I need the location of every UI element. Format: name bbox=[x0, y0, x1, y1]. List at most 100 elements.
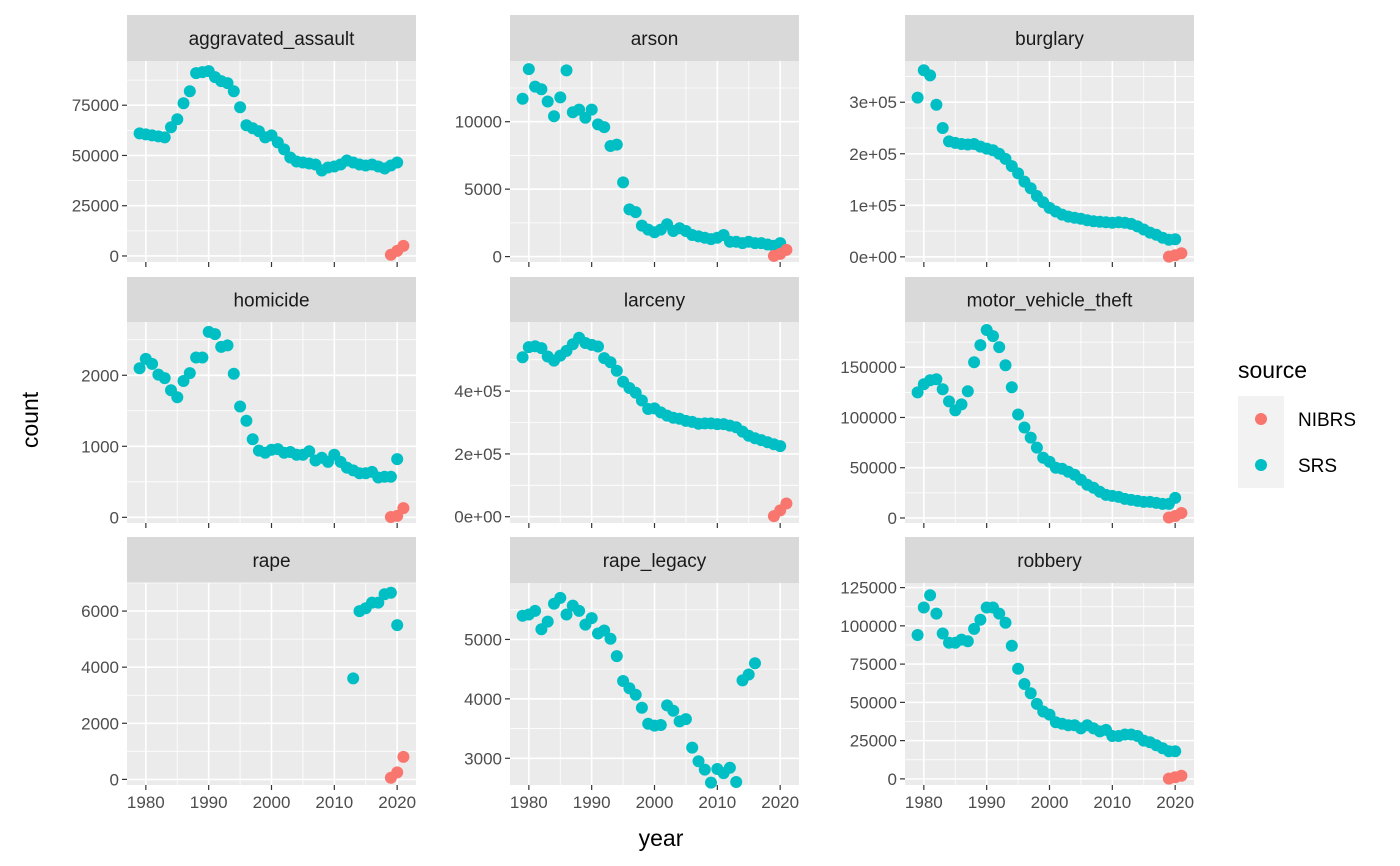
facet-strip bbox=[510, 277, 799, 322]
point-srs bbox=[541, 95, 554, 108]
point-srs bbox=[742, 668, 755, 681]
facet-strip-label: robbery bbox=[1017, 551, 1082, 572]
point-srs bbox=[629, 688, 642, 701]
x-tick-label: 2020 bbox=[378, 793, 416, 812]
point-srs bbox=[987, 330, 999, 343]
point-srs bbox=[936, 627, 949, 640]
legend-key-nibrs-marker bbox=[1255, 413, 1267, 425]
point-srs bbox=[133, 362, 146, 375]
point-nibrs bbox=[397, 239, 410, 252]
point-srs bbox=[516, 92, 529, 105]
point-nibrs bbox=[397, 502, 410, 515]
y-tick-label: 50000 bbox=[72, 146, 119, 165]
y-tick-label: 4000 bbox=[464, 690, 502, 709]
x-tick-label: 1980 bbox=[127, 793, 165, 812]
point-srs bbox=[554, 591, 567, 604]
x-tick-label: 2000 bbox=[253, 793, 291, 812]
y-tick-label: 4000 bbox=[81, 658, 119, 677]
legend-label-nibrs: NIBRS bbox=[1298, 410, 1356, 431]
y-tick-label: 75000 bbox=[850, 655, 897, 674]
facet-strip-label: rape_legacy bbox=[603, 551, 707, 572]
point-srs bbox=[1005, 381, 1018, 394]
point-srs bbox=[924, 589, 937, 602]
point-srs bbox=[698, 763, 711, 776]
point-srs bbox=[930, 373, 943, 386]
facet-panel-motor-vehicle-theft: motor_vehicle_theft 0 50000 100000 150000 bbox=[840, 277, 1194, 528]
point-srs bbox=[221, 77, 234, 90]
legend-title: source bbox=[1238, 357, 1307, 383]
y-tick-label: 1000 bbox=[81, 437, 119, 456]
y-tick-label: 4e+05 bbox=[454, 382, 502, 401]
x-tick-label: 2000 bbox=[1031, 793, 1069, 812]
y-tick-label: 25000 bbox=[850, 732, 897, 751]
x-tick-label: 1980 bbox=[905, 793, 943, 812]
y-tick-label: 75000 bbox=[72, 96, 119, 115]
y-tick-label: 1e+05 bbox=[849, 196, 897, 215]
facet-panel-burglary: burglary 0e+00 1e+05 2e+05 3e+05 bbox=[849, 15, 1194, 267]
facet-strip bbox=[905, 537, 1194, 583]
point-srs bbox=[158, 131, 171, 144]
point-srs bbox=[1024, 431, 1037, 444]
point-srs bbox=[246, 433, 259, 446]
facet-strip bbox=[127, 277, 416, 322]
x-tick-label: 2010 bbox=[315, 793, 353, 812]
point-srs bbox=[604, 356, 617, 369]
facet-strip bbox=[905, 277, 1194, 322]
point-srs bbox=[974, 613, 987, 626]
point-srs bbox=[196, 351, 209, 364]
y-tick-label: 0 bbox=[888, 509, 897, 528]
y-tick-label: 100000 bbox=[840, 408, 897, 427]
point-srs bbox=[911, 629, 924, 641]
point-srs bbox=[240, 414, 253, 427]
point-srs bbox=[384, 586, 397, 599]
point-srs bbox=[391, 619, 404, 632]
legend: source NIBRS SRS bbox=[1238, 357, 1356, 488]
x-tick-label: 1990 bbox=[190, 793, 228, 812]
facet-panel-homicide: homicide 0 1000 2000 bbox=[81, 277, 416, 528]
point-srs bbox=[1018, 678, 1031, 690]
point-srs bbox=[610, 650, 623, 663]
point-srs bbox=[617, 176, 630, 189]
facet-strip-label: aggravated_assault bbox=[189, 29, 356, 50]
facet-panel-rape-legacy: rape_legacy 1980 1990 2000 2010 2020 3000 4000 5… bbox=[464, 537, 799, 812]
y-tick-label: 0e+00 bbox=[849, 248, 897, 267]
y-tick-label: 25000 bbox=[72, 197, 119, 216]
x-tick-label: 2020 bbox=[1156, 793, 1194, 812]
point-nibrs bbox=[1175, 247, 1188, 260]
y-tick-label: 2000 bbox=[81, 714, 119, 733]
y-tick-label: 0e+00 bbox=[454, 508, 502, 527]
facet-strip bbox=[127, 15, 416, 61]
point-srs bbox=[930, 98, 943, 111]
facet-strip-label: burglary bbox=[1015, 29, 1084, 50]
point-srs bbox=[930, 607, 943, 620]
y-tick-label: 100000 bbox=[840, 617, 897, 636]
point-srs bbox=[183, 85, 196, 98]
point-srs bbox=[585, 103, 598, 116]
point-srs bbox=[1024, 687, 1037, 700]
point-srs bbox=[227, 85, 240, 98]
point-srs bbox=[303, 445, 316, 458]
point-srs bbox=[516, 351, 529, 364]
point-srs bbox=[955, 398, 968, 411]
legend-key-srs-marker bbox=[1255, 459, 1267, 471]
facet-panel-rape: rape 1980 1990 2000 2010 2020 0 2000 4000 6000 bbox=[81, 537, 416, 812]
facet-panel-aggravated-assault: aggravated_assault 0 25000 50000 75000 bbox=[72, 15, 416, 267]
point-srs bbox=[183, 367, 196, 380]
point-srs bbox=[917, 601, 930, 614]
point-srs bbox=[227, 367, 240, 380]
point-srs bbox=[667, 704, 680, 717]
point-srs bbox=[1030, 441, 1043, 454]
point-nibrs bbox=[1175, 507, 1188, 519]
y-tick-label: 50000 bbox=[850, 459, 897, 478]
point-srs bbox=[1012, 167, 1025, 180]
point-srs bbox=[560, 64, 573, 77]
y-axis-title: count bbox=[17, 391, 43, 448]
facet-panels: aggravated_assault0250005000075000arson0… bbox=[72, 15, 1194, 812]
point-srs bbox=[924, 69, 937, 82]
point-srs bbox=[936, 383, 949, 396]
point-srs bbox=[911, 386, 924, 399]
y-tick-label: 0 bbox=[888, 770, 897, 789]
point-nibrs bbox=[1175, 769, 1188, 782]
point-srs bbox=[391, 156, 404, 169]
